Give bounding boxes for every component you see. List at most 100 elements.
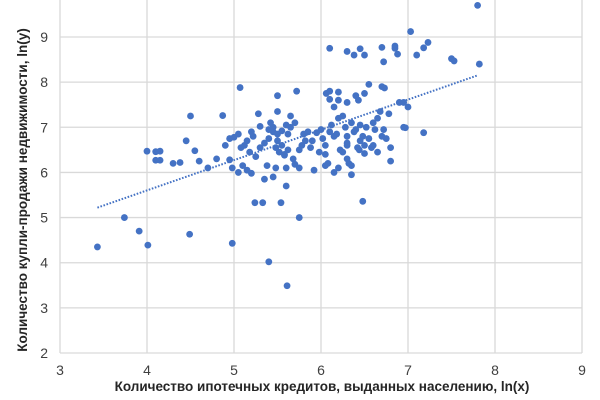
data-point — [365, 135, 373, 142]
data-point — [226, 156, 234, 164]
data-point — [335, 164, 342, 172]
data-point — [186, 230, 194, 238]
data-point — [355, 146, 363, 154]
data-point — [281, 151, 288, 159]
data-point — [374, 148, 381, 156]
x-tick-label: 9 — [578, 362, 586, 378]
data-point — [295, 214, 303, 221]
y-axis-ticks: 2 3 4 5 6 7 8 9 — [40, 29, 48, 361]
data-point — [321, 141, 329, 149]
data-point — [278, 127, 286, 135]
y-tick-label: 3 — [40, 300, 48, 316]
data-point — [275, 148, 283, 156]
data-point — [274, 137, 281, 145]
data-point — [371, 126, 379, 133]
data-point — [246, 148, 254, 156]
y-tick-label: 9 — [40, 29, 48, 45]
data-point — [381, 84, 388, 92]
data-point — [321, 162, 329, 170]
x-tick-label: 6 — [317, 362, 325, 378]
data-point — [387, 144, 394, 152]
data-point — [156, 156, 164, 164]
data-point — [274, 92, 281, 100]
data-point — [94, 243, 101, 251]
data-point — [283, 282, 291, 290]
data-point — [221, 141, 229, 149]
data-point — [251, 199, 259, 207]
x-axis-ticks: 3 4 5 6 7 8 9 — [56, 362, 586, 378]
data-point — [239, 162, 247, 170]
data-point — [272, 164, 280, 172]
data-point — [341, 123, 349, 131]
y-tick-label: 6 — [40, 164, 48, 180]
data-point — [348, 119, 355, 127]
data-point — [287, 112, 294, 120]
data-point — [376, 108, 384, 115]
data-point — [335, 96, 342, 104]
data-point — [321, 150, 329, 158]
data-point — [319, 135, 327, 142]
gridlines — [59, 0, 583, 354]
data-point — [156, 147, 164, 155]
data-point — [343, 99, 351, 106]
y-tick-label: 4 — [40, 255, 48, 271]
data-point — [308, 137, 316, 145]
data-point — [282, 182, 290, 190]
data-point — [374, 114, 381, 122]
data-point — [339, 112, 347, 120]
data-point — [407, 28, 415, 35]
data-point — [339, 148, 347, 156]
data-point — [369, 119, 377, 127]
data-point — [359, 132, 367, 140]
data-point — [350, 51, 358, 59]
data-point — [191, 147, 199, 155]
data-point — [352, 126, 360, 133]
data-point — [369, 141, 377, 149]
data-point — [265, 258, 273, 266]
data-point — [362, 123, 370, 131]
data-point — [394, 50, 401, 58]
data-point — [326, 95, 334, 103]
data-point — [355, 96, 362, 104]
data-point — [343, 132, 351, 140]
data-point — [293, 87, 301, 95]
data-point — [348, 162, 355, 170]
data-point — [259, 199, 267, 207]
data-point — [289, 155, 297, 163]
data-point — [361, 150, 368, 157]
data-points — [94, 2, 483, 290]
data-point — [330, 103, 338, 111]
x-axis-title: Количество ипотечных кредитов, выданных … — [115, 379, 530, 394]
data-point — [380, 58, 388, 66]
data-point — [135, 227, 143, 235]
data-point — [187, 112, 194, 120]
data-point — [120, 214, 128, 221]
data-point — [365, 81, 373, 88]
data-point — [307, 144, 314, 152]
y-axis-title: Количество купли-продажи недвижимости, l… — [15, 28, 30, 351]
data-point — [228, 164, 236, 172]
x-tick-label: 7 — [404, 362, 412, 378]
data-point — [263, 162, 271, 170]
y-tick-label: 2 — [40, 345, 48, 361]
data-point — [330, 169, 338, 176]
data-point — [420, 44, 428, 52]
data-point — [284, 146, 292, 154]
data-point — [169, 160, 177, 167]
y-tick-label: 5 — [40, 210, 48, 226]
data-point — [475, 60, 483, 68]
data-point — [356, 121, 364, 129]
data-point — [261, 175, 268, 183]
data-point — [144, 241, 152, 249]
data-point — [343, 155, 351, 163]
data-point — [348, 171, 355, 179]
data-point — [284, 130, 292, 138]
data-point — [326, 128, 334, 136]
data-point — [234, 169, 242, 176]
data-point — [391, 44, 399, 52]
data-point — [265, 135, 273, 142]
data-point — [243, 137, 251, 145]
data-point — [277, 199, 285, 207]
data-point — [361, 51, 368, 59]
